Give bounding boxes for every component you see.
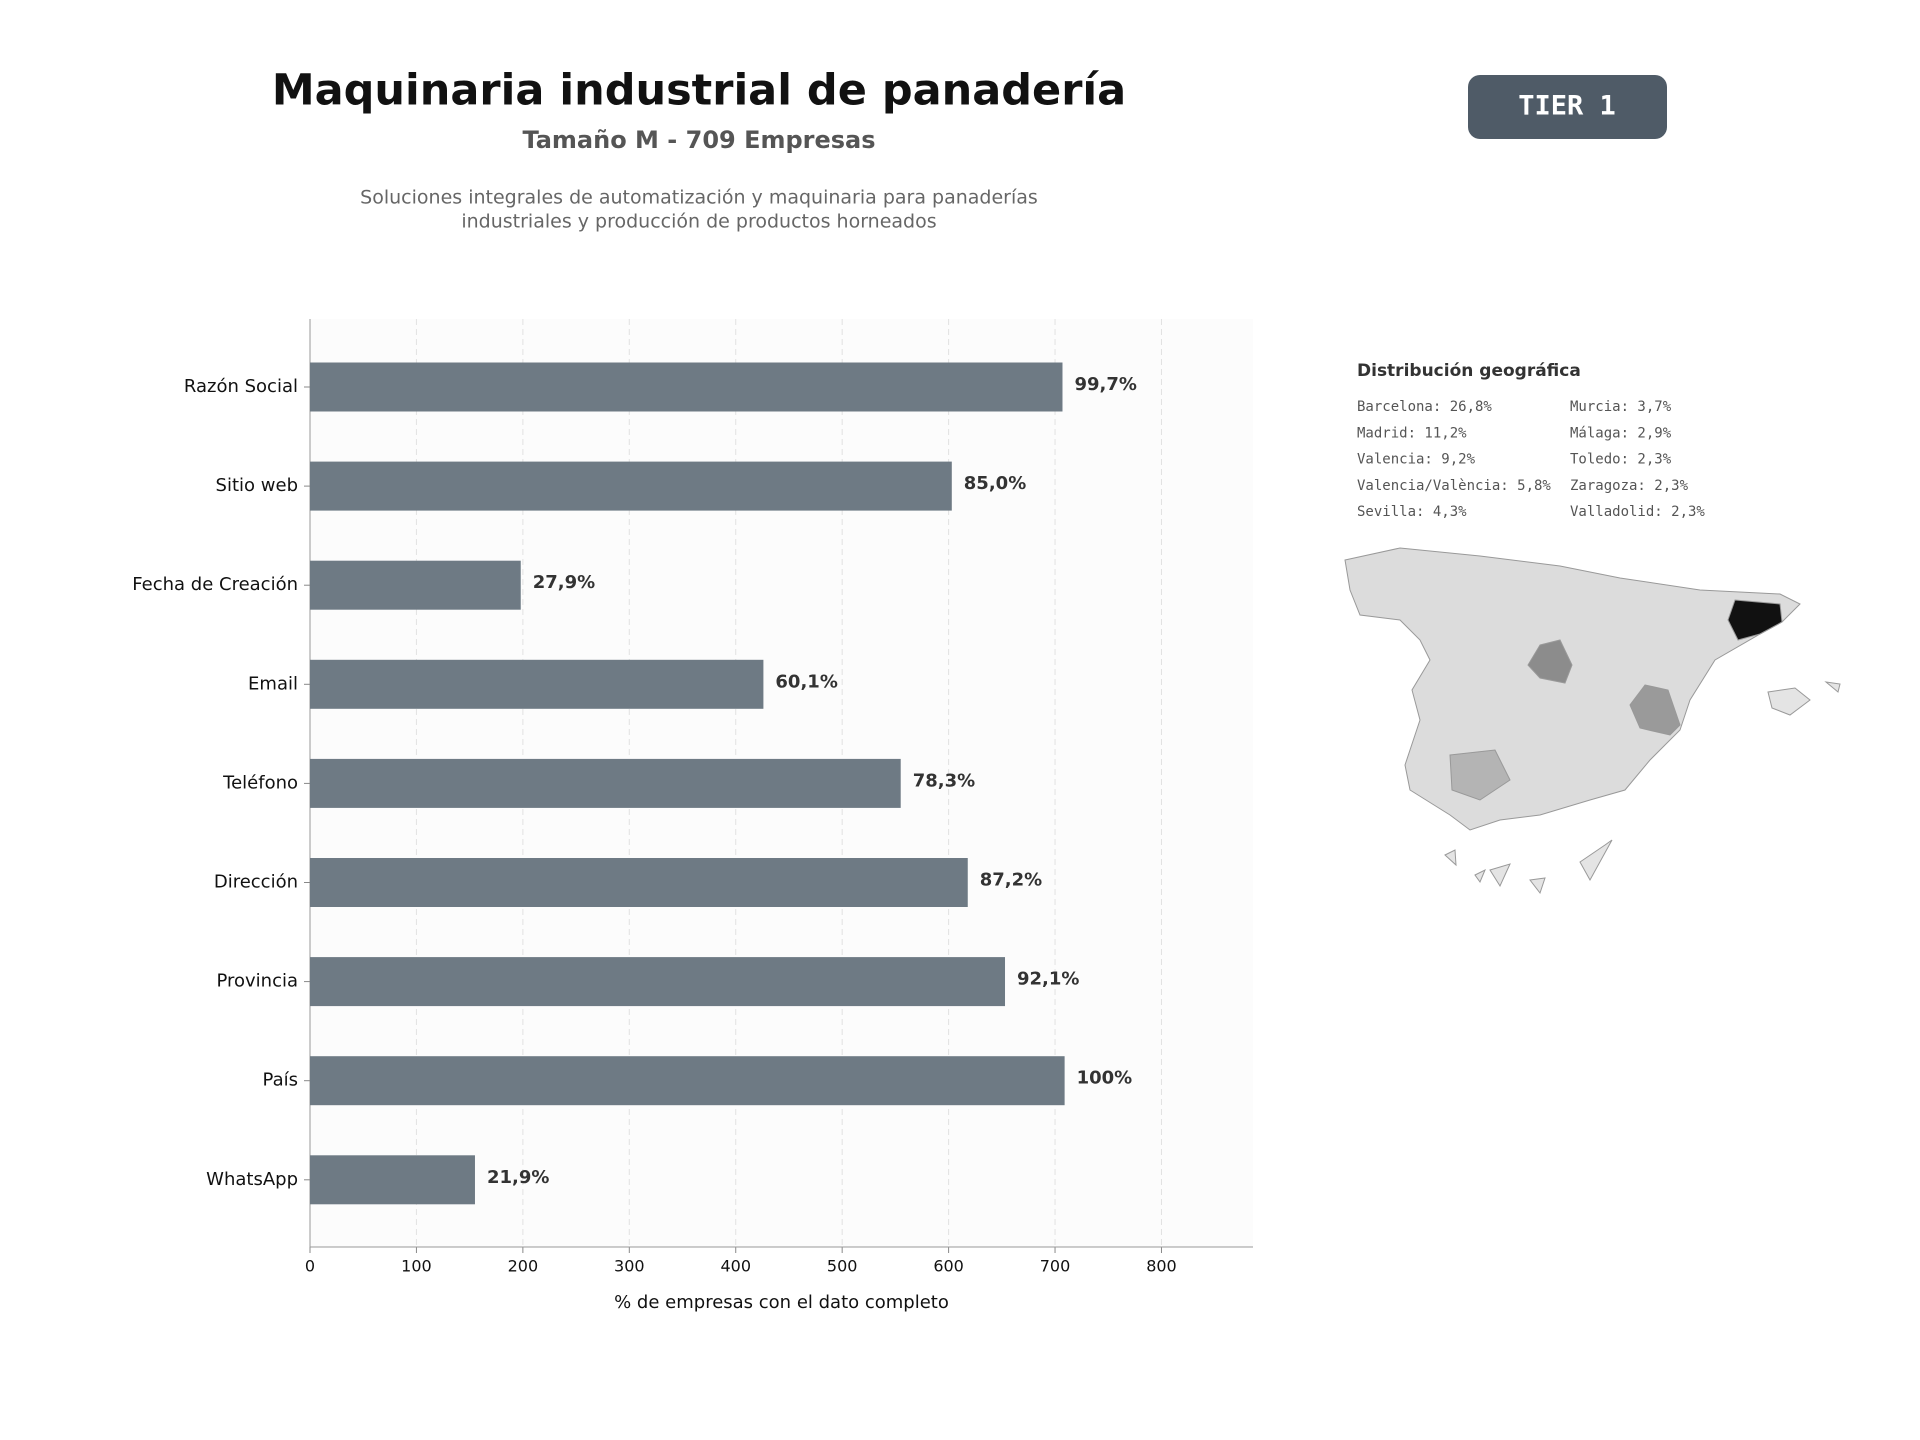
geo-item: Murcia: 3,7% (1570, 399, 1672, 415)
y-tick-label: WhatsApp (206, 1169, 298, 1190)
x-tick-label: 200 (508, 1257, 539, 1276)
geo-item: Valencia: 9,2% (1357, 452, 1476, 468)
map (1344, 547, 1841, 895)
x-tick-label: 500 (827, 1257, 858, 1276)
bar (310, 957, 1006, 1007)
map-menorca (1824, 681, 1841, 693)
geo-item: Valladolid: 2,3% (1570, 504, 1705, 520)
geo-item: Valencia/València: 5,8% (1357, 478, 1551, 494)
geo-title: Distribución geográfica (1357, 361, 1581, 381)
bar (310, 1056, 1065, 1106)
x-axis-label: % de empresas con el dato completo (614, 1292, 949, 1313)
geo-item: Madrid: 11,2% (1357, 425, 1467, 441)
bar (310, 1155, 475, 1205)
value-label: 60,1% (775, 671, 837, 692)
x-tick-label: 100 (401, 1257, 432, 1276)
bar (310, 858, 968, 907)
value-label: 85,0% (964, 473, 1026, 494)
map-iberia (1344, 547, 1801, 831)
badge (1468, 75, 1667, 139)
map-baleares (1767, 687, 1811, 716)
value-label: 21,9% (487, 1167, 549, 1188)
badge-text: TIER 1 (1518, 91, 1616, 122)
geo-item: Sevilla: 4,3% (1357, 504, 1467, 520)
geo-item: Toledo: 2,3% (1570, 452, 1672, 468)
y-tick-label: Email (248, 673, 298, 694)
description: industriales y producción de productos h… (461, 211, 936, 233)
value-label: 100% (1077, 1068, 1133, 1089)
geo-item: Málaga: 2,9% (1570, 425, 1672, 441)
geo-item: Barcelona: 26,8% (1357, 399, 1492, 415)
map-barcelona (1727, 599, 1783, 641)
geo-item: Zaragoza: 2,3% (1570, 478, 1689, 494)
map-valencia (1629, 684, 1681, 736)
x-tick-label: 0 (305, 1257, 315, 1276)
map-canarias (1444, 839, 1613, 895)
bar (310, 560, 521, 610)
value-label: 27,9% (533, 572, 595, 593)
y-tick-label: Fecha de Creación (132, 574, 298, 595)
y-tick-label: Dirección (214, 872, 298, 893)
bar (310, 758, 901, 808)
y-tick-label: Provincia (216, 971, 298, 992)
description: Soluciones integrales de automatización … (360, 187, 1038, 209)
bar (310, 362, 1063, 412)
x-tick-label: 600 (933, 1257, 964, 1276)
x-tick-label: 700 (1040, 1257, 1071, 1276)
y-tick-label: Sitio web (216, 475, 298, 496)
x-tick-label: 300 (614, 1257, 645, 1276)
y-tick-label: Razón Social (184, 376, 298, 397)
map-sevilla (1449, 749, 1511, 801)
x-tick-label: 400 (720, 1257, 751, 1276)
chart-subtitle: Tamaño M - 709 Empresas (522, 126, 875, 154)
x-tick-label: 800 (1146, 1257, 1177, 1276)
value-label: 99,7% (1074, 374, 1136, 395)
y-tick-label: País (263, 1070, 298, 1091)
bar (310, 659, 764, 709)
chart-title: Maquinaria industrial de panadería (272, 66, 1126, 116)
value-label: 87,2% (980, 870, 1042, 891)
bar (310, 461, 952, 511)
map-madrid (1527, 639, 1573, 684)
value-label: 78,3% (913, 770, 975, 791)
value-label: 92,1% (1017, 969, 1079, 990)
y-tick-label: Teléfono (222, 772, 298, 793)
